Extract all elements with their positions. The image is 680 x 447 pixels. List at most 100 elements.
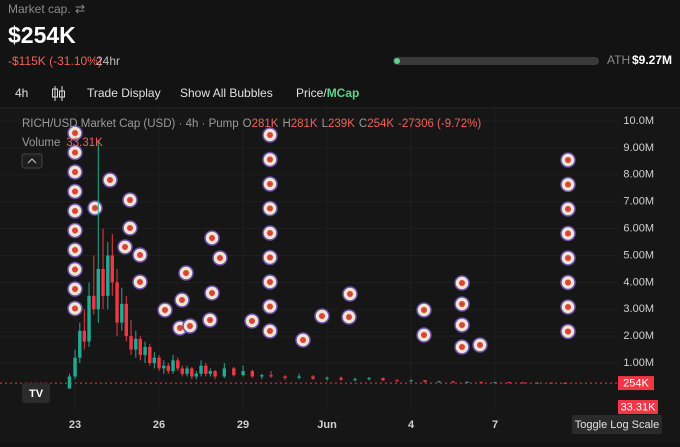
trade-bubble-icon [183,270,189,276]
candle-body [166,365,170,372]
interval[interactable]: 4h [15,86,28,100]
last-price-label: 254K [623,377,649,389]
trade-bubble-icon [207,317,213,323]
collapse-button[interactable] [21,153,43,169]
trade-bubble-icon [267,156,273,163]
toggle-log-label[interactable]: Toggle Log Scale [575,419,659,431]
trade-bubble-icon [72,227,78,234]
y-tick-label: 10.0M [623,115,654,127]
trade-bubble-icon [72,188,78,195]
trade-bubble-icon [267,303,273,310]
trade-bubble-icon [72,130,78,136]
candle-body [78,330,82,358]
candle-body [176,360,180,369]
candle-body [465,381,469,383]
trade-bubble-icon [565,328,571,335]
tv-logo-text: TV [29,388,44,400]
candle-body [190,368,194,377]
y-tick-label: 5.00M [623,249,654,261]
candle-body [185,368,189,374]
swap-icon[interactable]: ⇄ [75,2,85,16]
trade-bubble-icon [421,307,427,313]
trade-bubble-icon [177,325,183,331]
trade-bubble-icon [267,132,273,138]
trade-bubble-icon [72,149,78,156]
trade-bubble-icon [267,279,273,285]
candle-body [339,377,343,380]
market-cap-label: Market cap. [8,2,71,16]
l-label: L [322,118,329,130]
h-value: 281K [291,118,318,130]
volume-label: Volume [22,137,60,149]
ath-label: ATH [607,53,630,67]
candle-body [143,346,147,355]
last-price-box [618,376,654,391]
y-tick-label: 9.00M [623,142,654,154]
mcap[interactable]: MCap [327,86,360,100]
trade-bubble-icon [319,313,325,319]
plot [0,110,618,412]
x-tick-label: 23 [69,419,81,431]
trade-bubble-icon [459,280,465,286]
trade-bubble-icon [127,225,133,231]
volume-value: 33.31K [66,137,103,149]
candle-body [134,338,138,350]
candle-body [208,371,212,374]
candle-body [138,338,142,355]
trade-bubble-icon [72,208,78,214]
price-toggle[interactable]: Price/MCap [296,86,359,100]
title: RICH/USD Market Cap (USD) · 4h · Pump [22,118,239,130]
ath-progress [393,57,599,65]
c-label: C [359,118,367,130]
x-tick-label: Jun [317,419,337,431]
ath-value: $9.27M [632,53,672,67]
candle-body [101,268,105,296]
price[interactable]: Price/ [296,86,327,100]
candle-body [241,371,245,376]
trade-bubble-icon [300,337,306,343]
candle-body [507,382,511,384]
trade-bubble-icon [137,279,143,285]
candle-icon[interactable] [52,86,65,101]
candle-body [260,375,264,377]
trade-bubble-icon [209,290,215,296]
candle-body [367,378,371,380]
trade-bubble-icon [459,322,465,328]
show-bubbles[interactable]: Show All Bubbles [180,86,273,100]
candle-body [157,357,161,369]
candle-body [194,373,198,377]
trade-bubble-icon [127,197,133,203]
trade-bubble-icon [346,314,352,320]
candle-body [152,357,156,364]
candle-body [283,376,287,378]
trade-display[interactable]: Trade Display [87,86,161,100]
y-tick-label: 6.00M [623,222,654,234]
trade-bubble-icon [267,254,273,261]
candle-body [106,255,110,296]
toggle-log-button[interactable] [572,415,662,434]
candle-body [73,357,77,377]
volume-legend: Volume 33.31K [22,137,103,149]
trade-bubble-icon [217,255,223,261]
x-tick-label: 26 [153,419,165,431]
candle-body [96,268,100,310]
y-tick-label: 8.00M [623,169,654,181]
candle-body [381,378,385,381]
candle-body [204,365,208,374]
trade-bubble-icon [565,206,571,212]
candle-body [353,379,357,381]
legend-change: -27306 (-9.72%) [398,118,481,130]
trade-bubble-icon [267,230,273,236]
candle-body [115,282,119,323]
trade-bubble-icon [565,230,571,237]
trade-bubble-icon [267,328,273,334]
trade-bubble-icon [137,252,143,258]
trade-bubble-icon [267,205,273,212]
tv-logo[interactable] [22,383,50,403]
y-tick-label: 1.00M [623,357,654,369]
candle-body [199,365,203,374]
o-label: O [243,118,252,130]
candle-body [409,380,413,382]
